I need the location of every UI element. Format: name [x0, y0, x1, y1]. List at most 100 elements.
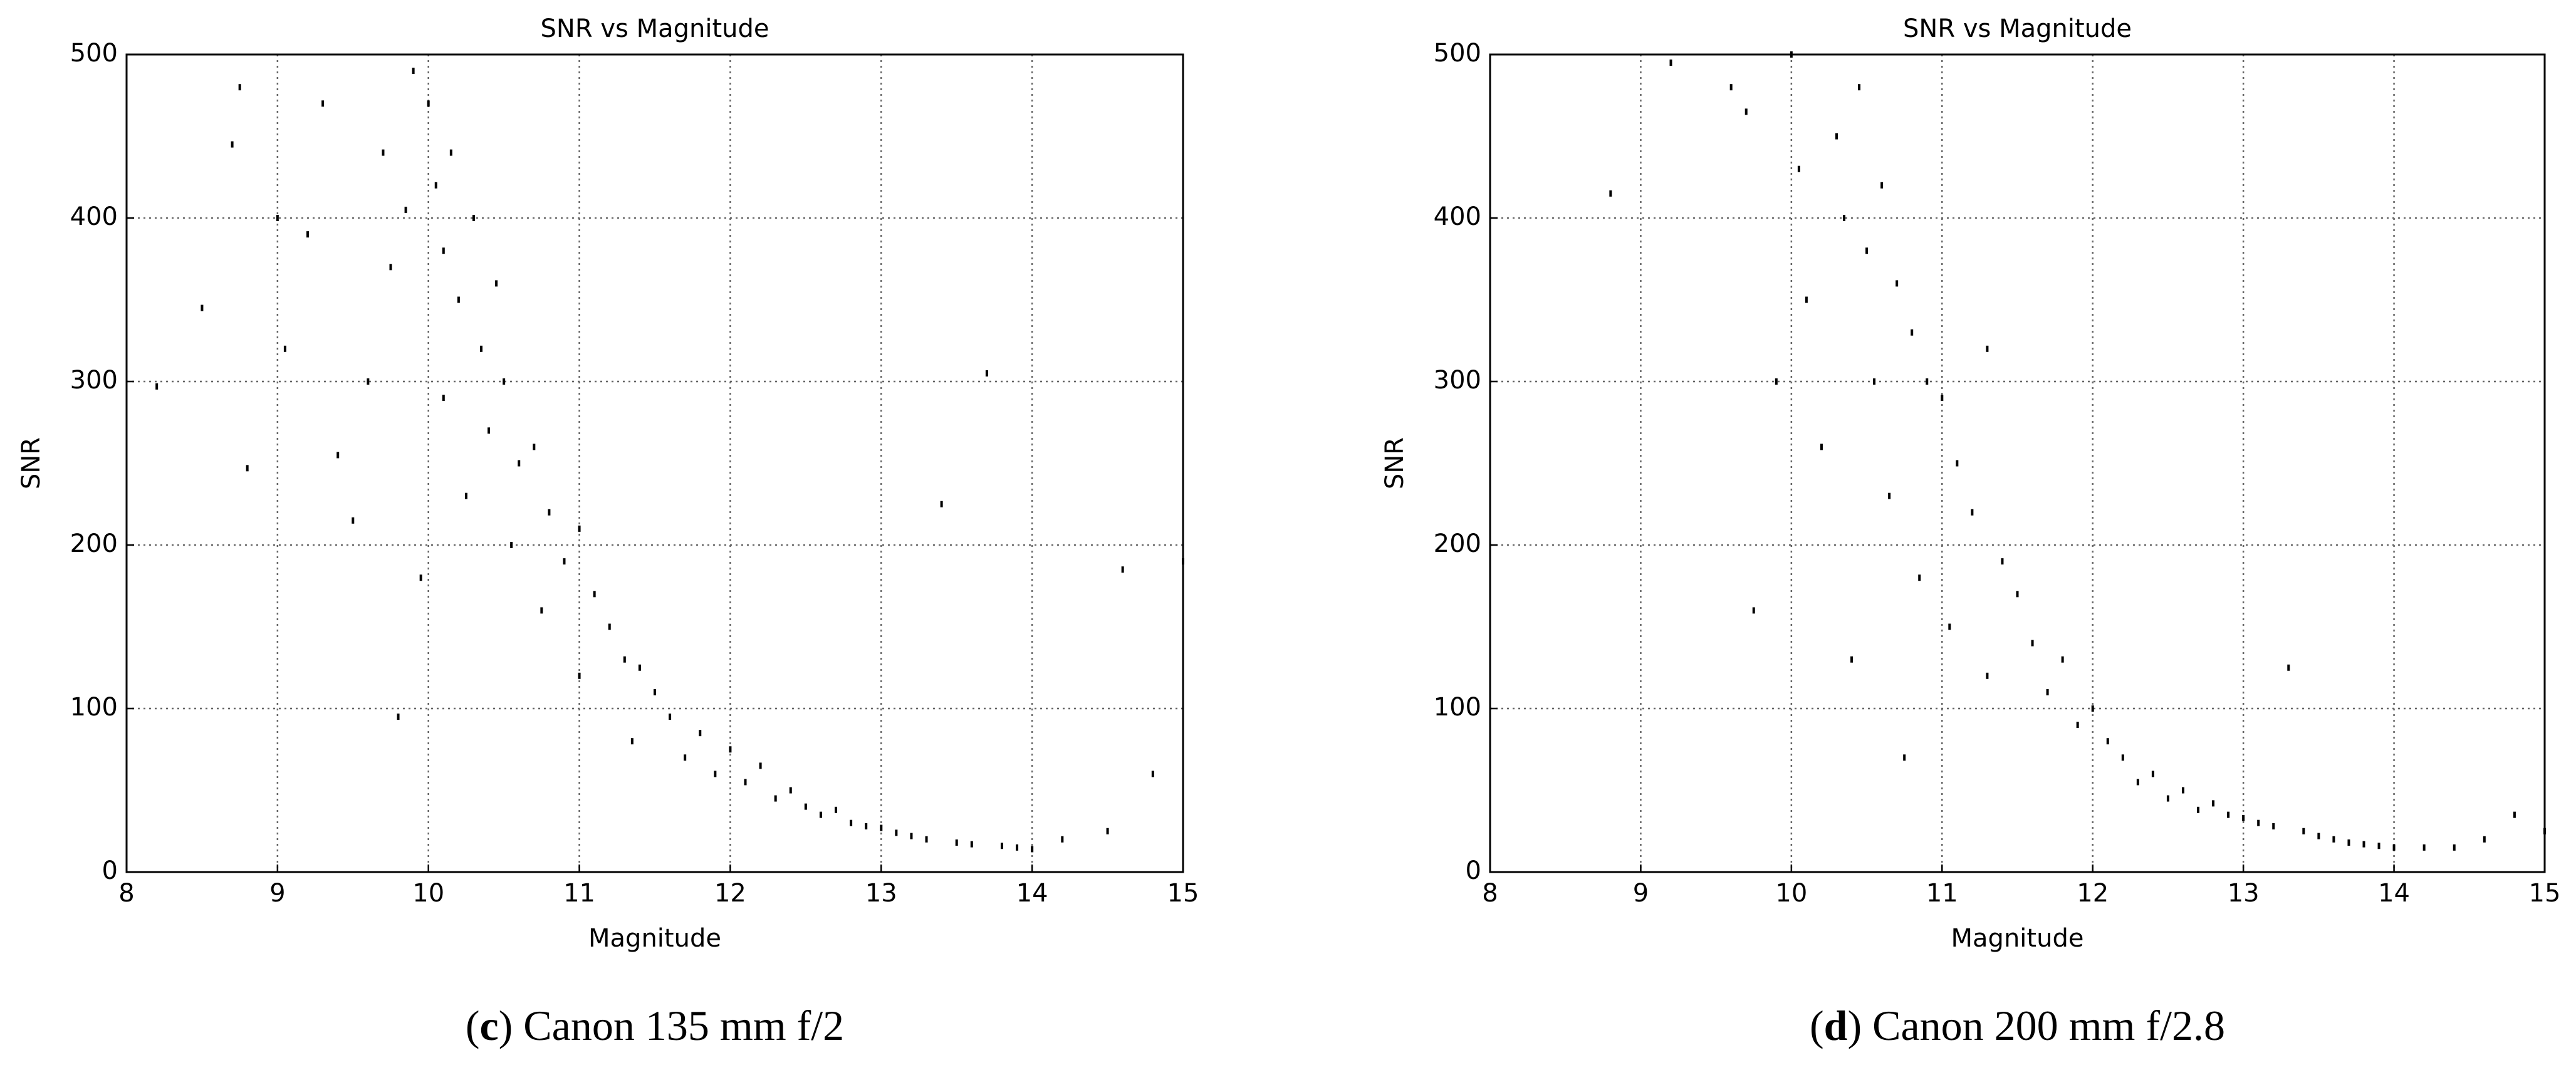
point — [472, 215, 475, 221]
y-tick-label: 300 — [1434, 366, 1481, 395]
point — [2181, 787, 2184, 794]
point — [804, 803, 807, 810]
point — [397, 714, 400, 720]
point — [1986, 672, 1989, 679]
point — [1106, 828, 1109, 834]
x-tick-label: 10 — [412, 879, 444, 908]
point — [155, 383, 159, 390]
point — [1820, 444, 1823, 450]
point — [2513, 811, 2516, 818]
y-tick-label: 200 — [1434, 529, 1481, 558]
point — [480, 345, 483, 352]
point — [1752, 607, 1755, 614]
point — [835, 806, 838, 813]
point — [2302, 828, 2305, 834]
point — [2242, 814, 2245, 821]
point — [955, 839, 958, 846]
point — [895, 829, 898, 836]
x-tick-label: 11 — [563, 879, 595, 908]
x-axis-label: Magnitude — [588, 924, 721, 953]
point — [442, 395, 445, 402]
caption-part: ) Canon 200 mm f/2.8 — [1847, 1002, 2225, 1049]
point — [593, 591, 596, 598]
point — [910, 833, 913, 839]
point — [684, 754, 687, 761]
point — [2483, 836, 2486, 843]
point — [1797, 165, 1800, 172]
point — [238, 84, 241, 91]
point — [457, 296, 460, 303]
point — [2453, 844, 2456, 851]
x-tick-label: 15 — [2529, 879, 2561, 908]
point — [1888, 492, 1891, 499]
y-tick-label: 0 — [1466, 856, 1481, 885]
x-tick-label: 10 — [1775, 879, 1807, 908]
point — [321, 100, 325, 107]
chart: 0 100 200 300 400 500 8 9 10 11 12 13 14 15 SNR vs Mag… — [17, 14, 1199, 1049]
point — [503, 378, 506, 385]
point — [404, 206, 407, 213]
point — [533, 444, 536, 450]
point — [201, 304, 204, 311]
point — [1948, 623, 1951, 630]
point — [940, 501, 943, 507]
point — [548, 509, 551, 516]
chart-title: SNR vs Magnitude — [541, 14, 769, 43]
point — [382, 149, 385, 156]
y-tick-label: 100 — [1434, 693, 1481, 722]
point — [985, 370, 988, 377]
point — [669, 714, 672, 720]
x-tick-label: 8 — [1482, 879, 1498, 908]
point — [419, 574, 422, 581]
point — [925, 836, 928, 843]
x-tick-label: 9 — [269, 879, 285, 908]
point — [1895, 280, 1899, 287]
point — [1971, 509, 1974, 516]
y-tick-label: 500 — [70, 39, 118, 68]
point — [1609, 190, 1612, 197]
x-tick-label: 12 — [2077, 879, 2109, 908]
y-tick-label: 400 — [1434, 202, 1481, 231]
point — [427, 100, 430, 107]
point — [563, 558, 566, 565]
y-tick-label: 200 — [70, 529, 118, 558]
point — [2031, 640, 2034, 647]
point — [759, 762, 762, 769]
point — [608, 623, 611, 630]
y-axis-label: SNR — [17, 437, 46, 489]
point — [2227, 811, 2230, 818]
point — [2076, 722, 2079, 729]
point — [1926, 378, 1929, 385]
point — [1843, 215, 1846, 221]
point — [510, 542, 513, 548]
point — [2212, 800, 2215, 807]
y-tick-label: 300 — [70, 366, 118, 395]
chart-title: SNR vs Magnitude — [1903, 14, 2132, 43]
point — [276, 215, 279, 221]
caption-part: ( — [1810, 1002, 1824, 1049]
point — [1835, 133, 1838, 140]
point — [1850, 656, 1854, 663]
point — [246, 465, 249, 472]
point — [540, 607, 543, 614]
x-tick-label: 13 — [865, 879, 897, 908]
point — [2362, 841, 2365, 848]
point — [2106, 738, 2109, 745]
caption-part: ) Canon 135 mm f/2 — [499, 1002, 845, 1049]
point — [1911, 329, 1914, 336]
caption-part: c — [479, 1002, 498, 1049]
point — [1858, 84, 1861, 91]
caption: (c) Canon 135 mm f/2 — [466, 1002, 844, 1049]
point — [774, 795, 777, 802]
point — [306, 231, 310, 238]
y-tick-label: 400 — [70, 202, 118, 231]
point — [2257, 819, 2260, 826]
x-tick-label: 15 — [1167, 879, 1199, 908]
point — [412, 68, 415, 75]
y-tick-label: 0 — [102, 856, 118, 885]
point — [819, 811, 822, 818]
y-tick-label: 100 — [70, 693, 118, 722]
point — [789, 787, 792, 794]
point — [1016, 844, 1019, 851]
axes-frame — [125, 53, 1184, 873]
